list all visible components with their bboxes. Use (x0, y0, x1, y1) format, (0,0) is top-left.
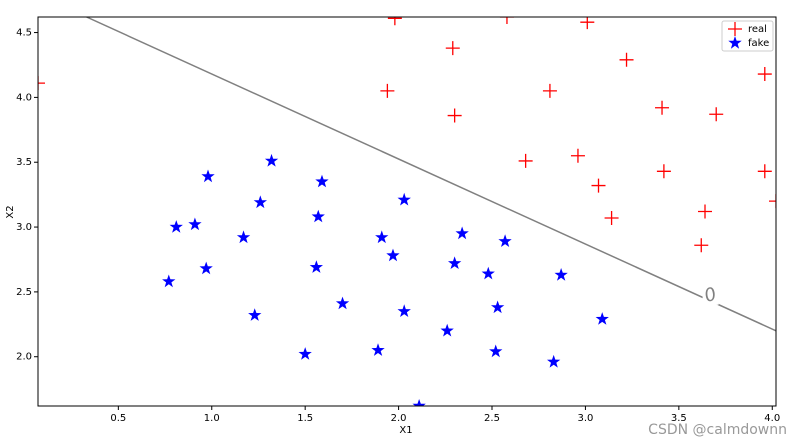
star-marker (169, 220, 183, 233)
star-marker (448, 256, 462, 269)
x-tick-label: 2.5 (484, 413, 500, 424)
star-marker (201, 169, 215, 183)
plus-marker (380, 83, 395, 98)
plus-marker (570, 148, 585, 163)
star-marker (335, 296, 350, 310)
x-tick-label: 3.5 (671, 413, 687, 424)
x-tick-label: 4.0 (764, 413, 780, 424)
star-marker (728, 36, 742, 49)
plus-marker (542, 83, 557, 98)
plus-marker (655, 100, 670, 115)
y-tick-label: 4.0 (16, 92, 32, 103)
star-marker (199, 261, 213, 275)
star-marker (311, 209, 325, 223)
plus-marker (445, 41, 460, 56)
star-marker (440, 323, 454, 337)
plot-frame (37, 16, 777, 407)
plus-marker (694, 238, 709, 253)
star-marker (491, 300, 505, 314)
plus-marker (769, 194, 776, 209)
plus-marker (591, 178, 606, 193)
legend-label: real (748, 24, 767, 35)
star-marker (253, 195, 267, 209)
star-marker (375, 230, 389, 244)
star-marker (489, 344, 503, 358)
star-marker (595, 312, 609, 325)
star-marker (162, 274, 176, 288)
x-tick-label: 3.0 (577, 413, 593, 424)
y-tick-label: 2.5 (16, 287, 32, 298)
x-tick-label: 1.5 (297, 413, 313, 424)
x-tick-label: 2.0 (391, 413, 407, 424)
plus-marker (387, 17, 402, 26)
star-marker (481, 266, 495, 280)
star-marker (547, 354, 561, 368)
star-marker (397, 192, 411, 206)
y-tick-label: 4.5 (16, 28, 32, 39)
y-tick-label: 3.0 (16, 222, 32, 233)
plus-marker (709, 107, 724, 122)
star-marker (264, 153, 279, 167)
plus-marker (698, 204, 713, 219)
star-marker (315, 174, 329, 188)
star-marker (386, 248, 400, 262)
plus-marker (447, 108, 462, 123)
watermark: CSDN @calmdownn (648, 422, 787, 438)
plus-marker (619, 52, 634, 67)
y-tick-label: 3.5 (16, 157, 32, 168)
star-marker (309, 260, 323, 273)
contour-label-bg (702, 286, 719, 305)
plus-marker (580, 17, 595, 30)
decision-boundary (86, 17, 776, 332)
y-tick-label: 2.0 (16, 352, 32, 363)
x-axis-label: X1 (399, 425, 412, 436)
y-axis-label: X2 (5, 205, 16, 218)
star-marker (397, 304, 411, 317)
star-marker (455, 226, 469, 240)
plus-marker (728, 22, 742, 36)
star-marker (298, 347, 312, 360)
x-tick-label: 1.0 (204, 413, 220, 424)
plus-marker (604, 210, 619, 225)
star-marker (371, 343, 385, 356)
plot-area: 0 (38, 17, 776, 406)
plus-marker (38, 76, 45, 91)
plus-marker (499, 17, 514, 24)
legend-label: fake (748, 38, 769, 49)
plus-marker (518, 153, 533, 168)
star-marker (412, 399, 426, 406)
plus-marker (757, 67, 772, 82)
star-marker (188, 217, 202, 231)
x-tick-label: 0.5 (110, 413, 126, 424)
star-marker (498, 234, 512, 247)
star-marker (248, 308, 262, 321)
plus-marker (757, 164, 772, 179)
star-marker (236, 230, 251, 244)
plus-marker (656, 164, 671, 179)
star-marker (554, 268, 568, 281)
